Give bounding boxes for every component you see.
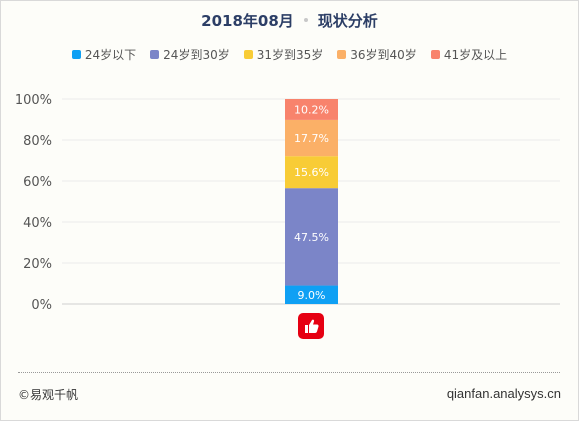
legend-label: 41岁及以上: [443, 48, 508, 62]
legend-item[interactable]: 36岁到40岁: [337, 46, 417, 63]
y-tick-label: 80%: [23, 134, 52, 149]
title-period: 2018年08月: [201, 12, 294, 30]
y-tick-label: 100%: [15, 93, 52, 108]
legend-swatch: [337, 50, 347, 59]
legend-swatch: [71, 50, 81, 59]
footer-divider: [18, 372, 560, 373]
legend-swatch: [150, 50, 160, 59]
legend-item[interactable]: 24岁以下: [71, 46, 137, 63]
footer-site: qianfan.analysys.cn: [446, 386, 561, 401]
chart-title: 2018年08月 现状分析: [0, 10, 579, 31]
bar-segment: [285, 99, 338, 120]
title-separator-dot: [303, 18, 308, 22]
bar-data-label: 15.6%: [294, 166, 329, 179]
legend-label: 24岁以下: [84, 48, 137, 62]
y-tick-label: 0%: [31, 298, 52, 313]
bar-segment: [285, 188, 338, 286]
bar-segment: [285, 119, 338, 157]
legend-item[interactable]: 31岁到35岁: [243, 46, 324, 63]
thumbs-up-app-icon: [298, 313, 324, 339]
footer-copyright: ©易观千帆: [18, 388, 79, 402]
bar-data-label: 17.7%: [294, 132, 329, 145]
legend-item[interactable]: 41岁及以上: [430, 46, 508, 63]
y-tick-label: 20%: [23, 257, 52, 272]
y-tick-label: 40%: [23, 216, 52, 231]
bar-segment: [285, 285, 338, 304]
y-tick-label: 60%: [23, 175, 52, 190]
title-subtitle: 现状分析: [317, 12, 378, 30]
chart-legend: 24岁以下 24岁到30岁 31岁到35岁 36岁到40岁 41岁及以上: [0, 46, 579, 63]
legend-swatch: [430, 50, 440, 59]
bar-data-label: 10.2%: [294, 103, 329, 116]
legend-item[interactable]: 24岁到30岁: [150, 46, 230, 63]
bar-data-label: 47.5%: [294, 231, 329, 244]
bar-segment: [285, 156, 338, 189]
legend-swatch: [243, 50, 253, 59]
legend-label: 31岁到35岁: [256, 48, 324, 62]
legend-label: 24岁到30岁: [163, 48, 230, 62]
legend-label: 36岁到40岁: [350, 48, 417, 62]
bar-data-label: 9.0%: [298, 289, 326, 302]
